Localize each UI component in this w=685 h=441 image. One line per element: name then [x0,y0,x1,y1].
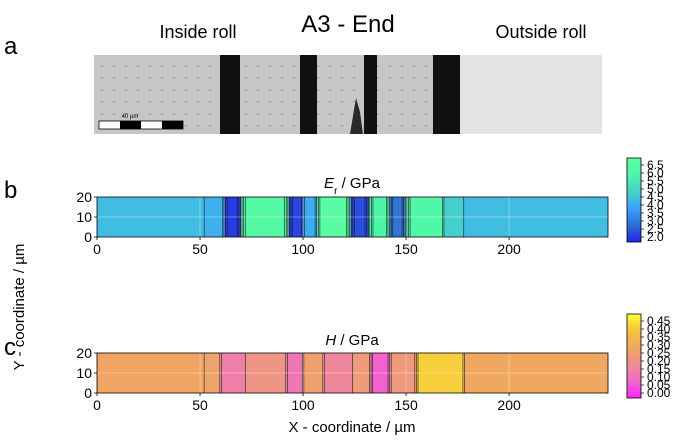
er-x-tick-label: 150 [394,241,418,257]
h-band [204,353,221,393]
h-band [220,353,246,393]
er-colorbar: 6.56.05.55.04.54.03.53.02.52.0 [626,157,664,244]
er-colorbar-tick-label: 6.5 [647,158,664,172]
er-colorbar-tick-label: 4.5 [647,190,664,204]
h-colorbar-tick-label: 0.20 [647,354,671,368]
h-band [371,353,390,393]
h-band [97,353,205,393]
h-y-tick-label: 0 [84,385,92,401]
micrograph: 40 µm [94,55,602,134]
er-x-tick-label: 50 [192,241,208,257]
h-band [416,353,464,393]
figure-title: A3 - End [301,11,394,38]
er-colorbar-tick-label: 3.5 [647,206,664,220]
panel-letter-b: b [4,177,17,204]
er-band [204,197,225,237]
h-colorbar-tick-label: 0.15 [647,362,671,376]
er-band [241,197,289,237]
inside-roll-label: Inside roll [159,22,236,42]
er-band [368,197,390,237]
micrograph-dark-band [220,55,240,134]
micrograph-dark-band [364,55,377,134]
er-x-tick-label: 0 [93,241,101,257]
h-colorbar: 0.450.400.350.300.250.200.150.100.050.00 [626,313,671,400]
h-colorbar-tick-label: 0.30 [647,338,671,352]
er-colorbar-tick-label: 2.5 [647,222,664,236]
chart-c-title: H / GPa [325,332,379,349]
x-axis-label: X - coordinate / µm [288,419,415,436]
h-band [352,353,372,393]
h-band [323,353,353,393]
er-colorbar-tick-label: 4.0 [647,198,664,212]
er-band [350,197,369,237]
h-x-tick-label: 0 [93,397,101,413]
er-colorbar-tick-label: 5.5 [647,174,664,188]
h-band [286,353,304,393]
h-colorbar-tick-label: 0.35 [647,330,671,344]
h-y-tick-label: 20 [76,345,92,361]
h-x-tick-label: 50 [192,397,208,413]
y-axis-label: Y - coordinate / µm [11,244,28,371]
micrograph-dark-band [300,55,317,134]
er-band [443,197,464,237]
er-colorbar-tick-label: 2.0 [647,230,664,244]
scale-bar: 40 µm [98,114,184,130]
er-y-tick-label: 0 [84,229,92,245]
er-band [463,197,608,237]
h-y-tick-label: 10 [76,365,92,381]
er-colorbar-tick-label: 3.0 [647,214,664,228]
h-colorbar-tick-label: 0.10 [647,370,671,384]
micrograph-dark-band [433,55,460,134]
h-x-tick-label: 100 [291,397,315,413]
h-x-tick-label: 200 [497,397,521,413]
panel-letter-a: a [4,33,18,60]
chart-b-title: Er / GPa [324,175,381,197]
er-colorbar-tick-label: 6.0 [647,166,664,180]
er-colorbar-bar [626,157,642,243]
h-band [463,353,608,393]
micrograph-crack [350,98,363,134]
h-colorbar-tick-label: 0.25 [647,346,671,360]
h-colorbar-tick-label: 0.45 [647,314,671,328]
scale-bar-label: 40 µm [122,114,139,120]
h-band [303,353,324,393]
h-colorbar-bar [626,313,642,399]
h-band [389,353,417,393]
er-band [303,197,318,237]
er-bands [97,197,608,237]
er-colorbar-tick-label: 5.0 [647,182,664,196]
h-band [245,353,287,393]
er-band [288,197,304,237]
h-colorbar-tick-label: 0.05 [647,378,671,392]
outside-roll-label: Outside roll [495,22,586,42]
panel-letter-c: c [4,334,16,361]
er-x-tick-label: 200 [497,241,521,257]
er-y-tick-label: 20 [76,189,92,205]
er-band [406,197,444,237]
er-x-tick-label: 100 [291,241,315,257]
h-bands [97,353,608,393]
er-band [317,197,351,237]
h-x-tick-label: 150 [394,397,418,413]
h-colorbar-tick-label: 0.40 [647,322,671,336]
er-band [97,197,205,237]
h-colorbar-tick-label: 0.00 [647,386,671,400]
er-y-tick-label: 10 [76,209,92,225]
